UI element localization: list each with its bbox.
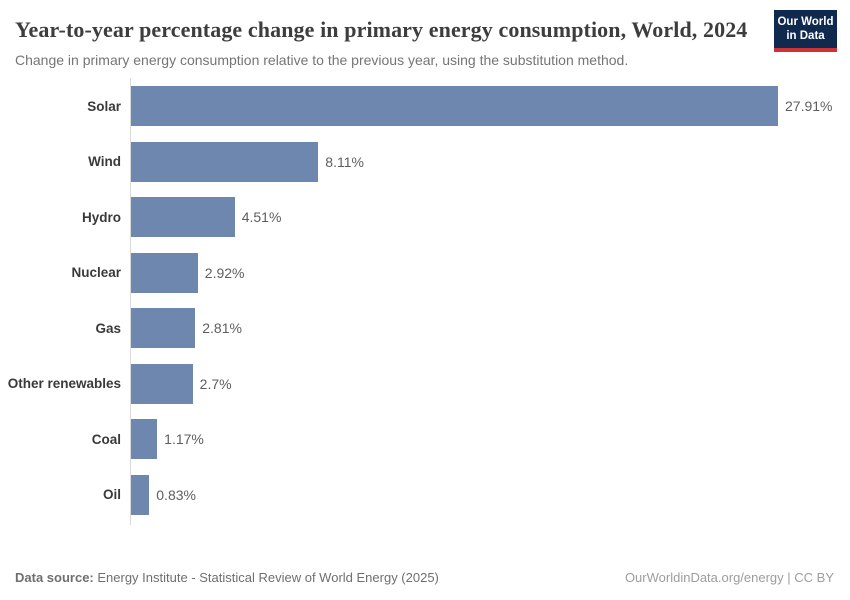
bar-other-renewables[interactable] [130, 363, 193, 404]
category-label: Other renewables [7, 376, 121, 392]
value-label: 2.92% [204, 264, 245, 281]
bar-chart: Solar 27.91% Wind 8.11% Hydro 4.51% Nuclear 2.9… [0, 78, 850, 526]
chart-row: Other renewables 2.7% [0, 356, 850, 412]
data-source-label: Data source: [15, 570, 94, 585]
value-label: 8.11% [325, 153, 364, 170]
bar-solar[interactable] [130, 86, 778, 127]
bar-gas[interactable] [130, 308, 196, 349]
bar-hydro[interactable] [130, 197, 235, 238]
owid-logo[interactable]: Our World in Data [774, 10, 837, 52]
attribution-note: OurWorldinData.org/energy | CC BY [624, 570, 834, 585]
owid-logo-line2: in Data [786, 30, 825, 43]
value-label: 4.51% [241, 209, 282, 226]
data-source-text: Energy Institute - Statistical Review of… [93, 570, 439, 585]
chart-row: Hydro 4.51% [0, 189, 850, 245]
bar-nuclear[interactable] [130, 252, 198, 293]
data-source-note: Data source: Energy Institute - Statisti… [15, 570, 439, 585]
page-subtitle: Change in primary energy consumption rel… [15, 52, 629, 69]
value-label: 1.17% [164, 431, 204, 448]
category-label: Nuclear [71, 265, 121, 281]
chart-rows: Solar 27.91% Wind 8.11% Hydro 4.51% Nuclear 2.9… [0, 78, 850, 522]
chart-row: Oil 0.83% [0, 467, 850, 523]
bar-coal[interactable] [130, 419, 158, 460]
category-label: Solar [87, 98, 121, 114]
category-label: Coal [91, 431, 121, 447]
bar-wind[interactable] [130, 141, 319, 182]
category-label: Gas [95, 320, 121, 336]
chart-row: Coal 1.17% [0, 411, 850, 467]
chart-row: Wind 8.11% [0, 134, 850, 190]
chart-header: Year-to-year percentage change in primar… [0, 0, 850, 69]
chart-row: Nuclear 2.92% [0, 245, 850, 301]
chart-footer: Data source: Energy Institute - Statisti… [15, 570, 834, 585]
value-label: 2.7% [199, 375, 232, 392]
chart-row: Solar 27.91% [0, 78, 850, 134]
bar-oil[interactable] [130, 474, 150, 515]
value-label: 27.91% [785, 98, 833, 115]
page-title: Year-to-year percentage change in primar… [15, 17, 748, 42]
y-axis-line [130, 78, 131, 526]
value-label: 0.83% [156, 486, 196, 503]
category-label: Hydro [81, 209, 121, 225]
category-label: Oil [102, 487, 121, 503]
value-label: 2.81% [202, 320, 242, 337]
owid-logo-line1: Our World [777, 16, 834, 28]
category-label: Wind [88, 154, 121, 170]
chart-row: Gas 2.81% [0, 300, 850, 356]
